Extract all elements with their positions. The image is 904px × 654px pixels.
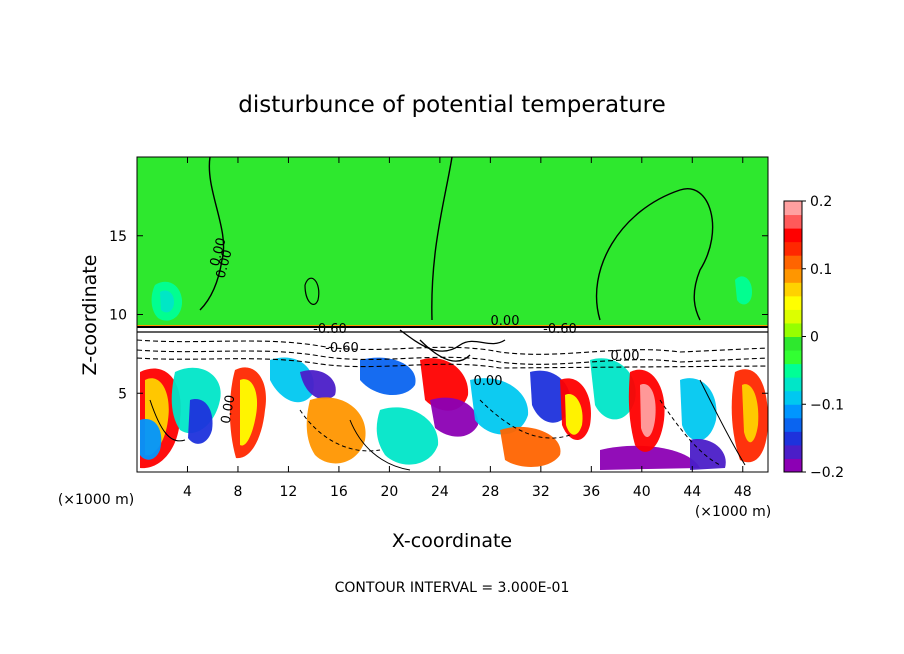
colorbar-segment <box>784 377 802 392</box>
x-tick-label: 48 <box>734 484 752 500</box>
contour-line <box>699 379 746 466</box>
x-tick-label: 4 <box>183 484 192 500</box>
colorbar-segment <box>784 309 802 324</box>
colorbar-tick-label: −0.2 <box>810 465 844 481</box>
field-region <box>640 384 656 438</box>
field-region <box>306 397 366 464</box>
contour-line <box>419 339 471 362</box>
field-region <box>430 397 479 437</box>
contour-label: 0.00 <box>214 248 236 280</box>
field-region <box>360 357 416 396</box>
contour-line <box>399 329 506 352</box>
x-tick-label: 36 <box>582 484 600 500</box>
x-tick-label: 8 <box>233 484 242 500</box>
x-tick-label: 44 <box>683 484 701 500</box>
colorbar-segment <box>784 390 802 405</box>
contour-label: -0.60 <box>543 322 577 337</box>
contour-label: 0.00 <box>208 236 230 268</box>
field-region <box>690 439 726 470</box>
contour-line <box>137 357 768 369</box>
colorbar-segment <box>784 431 802 446</box>
colorbar-segment <box>784 255 802 270</box>
x-unit-left: (×1000 m) <box>58 492 134 508</box>
colorbar-segment <box>784 295 802 310</box>
y-tick-label: 15 <box>109 229 127 245</box>
colorbar-segment <box>784 228 802 243</box>
colorbar-segment <box>784 458 802 473</box>
x-tick-label: 20 <box>380 484 398 500</box>
x-tick-label: 24 <box>431 484 449 500</box>
colorbar-tick-label: 0 <box>810 330 819 346</box>
x-tick-label: 28 <box>481 484 499 500</box>
x-axis: 4 8 12 16 20 24 28 32 36 40 44 48 <box>183 157 752 500</box>
y-tick-label: 5 <box>118 386 127 402</box>
colorbar-segment <box>784 241 802 256</box>
x-unit-right: (×1000 m) <box>695 504 771 520</box>
colorbar-segment <box>784 282 802 297</box>
field-region <box>188 399 213 444</box>
contour-label: -0.60 <box>313 322 347 337</box>
field-region <box>270 357 314 403</box>
contour-line <box>199 157 225 311</box>
x-tick-label: 12 <box>280 484 298 500</box>
colorbar-segment <box>784 322 802 337</box>
field-region <box>376 407 439 465</box>
plot-area: 0.000.000.000.00-0.60-0.60-0.600.000.00 <box>137 157 768 472</box>
field-region <box>240 379 258 446</box>
contour-line <box>431 157 453 321</box>
field-region <box>500 426 561 467</box>
contour-label: 0.00 <box>474 374 503 389</box>
colorbar-segment <box>784 404 802 419</box>
contour-line <box>304 277 320 305</box>
x-tick-label: 32 <box>532 484 550 500</box>
x-tick-label: 40 <box>633 484 651 500</box>
contour-label: 0.00 <box>219 394 239 425</box>
field-region <box>735 276 752 305</box>
contour-line <box>479 399 571 439</box>
field-region <box>420 358 469 411</box>
contour-label: 0.00 <box>611 349 640 364</box>
colorbar-segment <box>784 444 802 459</box>
field-region <box>470 378 529 435</box>
contour-line <box>137 339 768 355</box>
colorbar: 0.2 0.1 0 −0.1 −0.2 <box>783 194 844 481</box>
chart-title: disturbunce of potential temperature <box>238 92 666 118</box>
colorbar-segment <box>784 417 802 432</box>
colorbar-segment <box>784 350 802 365</box>
colorbar-segment <box>784 214 802 229</box>
colorbar-segment <box>784 363 802 378</box>
colorbar-tick-label: −0.1 <box>810 397 844 413</box>
x-axis-label: X-coordinate <box>392 530 512 552</box>
colorbar-tick-label: 0.1 <box>810 262 832 278</box>
contour-line <box>149 399 186 442</box>
contour-line <box>595 188 714 321</box>
contour-line <box>137 349 768 365</box>
contour-label: 0.00 <box>491 314 520 329</box>
x-tick-label: 16 <box>330 484 348 500</box>
contour-label: -0.60 <box>325 341 359 356</box>
colorbar-segment <box>784 336 802 351</box>
colorbar-segment <box>784 268 802 283</box>
field-region <box>160 290 174 313</box>
upper-field <box>137 157 768 327</box>
colorbar-tick-label: 0.2 <box>810 194 832 210</box>
field-region <box>600 445 700 470</box>
y-axis: 5 10 15 <box>109 229 768 402</box>
field-region <box>590 358 636 420</box>
field-region <box>742 384 759 443</box>
contour-line <box>349 419 411 471</box>
colorbar-segment <box>784 201 802 216</box>
y-tick-label: 10 <box>109 308 127 324</box>
field-region <box>565 394 583 435</box>
field-region <box>140 419 162 460</box>
y-axis-label: Z-coordinate <box>79 255 101 376</box>
contour-interval-note: CONTOUR INTERVAL = 3.000E-01 <box>335 580 570 596</box>
contour-line <box>659 399 721 466</box>
field-region <box>300 370 336 400</box>
